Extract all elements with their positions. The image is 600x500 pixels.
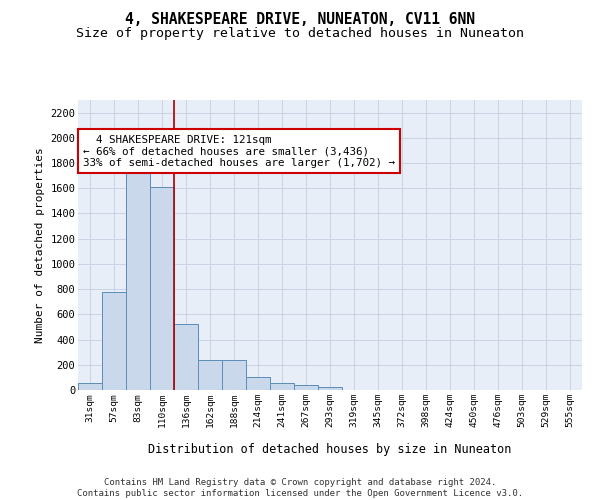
Bar bbox=[198, 360, 222, 390]
Bar bbox=[174, 324, 198, 390]
Bar bbox=[318, 388, 342, 390]
Text: Contains HM Land Registry data © Crown copyright and database right 2024.
Contai: Contains HM Land Registry data © Crown c… bbox=[77, 478, 523, 498]
Text: Distribution of detached houses by size in Nuneaton: Distribution of detached houses by size … bbox=[148, 442, 512, 456]
Text: 4, SHAKESPEARE DRIVE, NUNEATON, CV11 6NN: 4, SHAKESPEARE DRIVE, NUNEATON, CV11 6NN bbox=[125, 12, 475, 28]
Bar bbox=[294, 385, 318, 390]
Bar bbox=[126, 160, 150, 390]
Text: Size of property relative to detached houses in Nuneaton: Size of property relative to detached ho… bbox=[76, 28, 524, 40]
Bar bbox=[270, 383, 294, 390]
Bar bbox=[246, 377, 270, 390]
Bar bbox=[222, 360, 246, 390]
Bar bbox=[150, 187, 174, 390]
Bar bbox=[78, 383, 102, 390]
Y-axis label: Number of detached properties: Number of detached properties bbox=[35, 147, 44, 343]
Bar bbox=[102, 292, 126, 390]
Text: 4 SHAKESPEARE DRIVE: 121sqm
← 66% of detached houses are smaller (3,436)
33% of : 4 SHAKESPEARE DRIVE: 121sqm ← 66% of det… bbox=[83, 135, 395, 168]
